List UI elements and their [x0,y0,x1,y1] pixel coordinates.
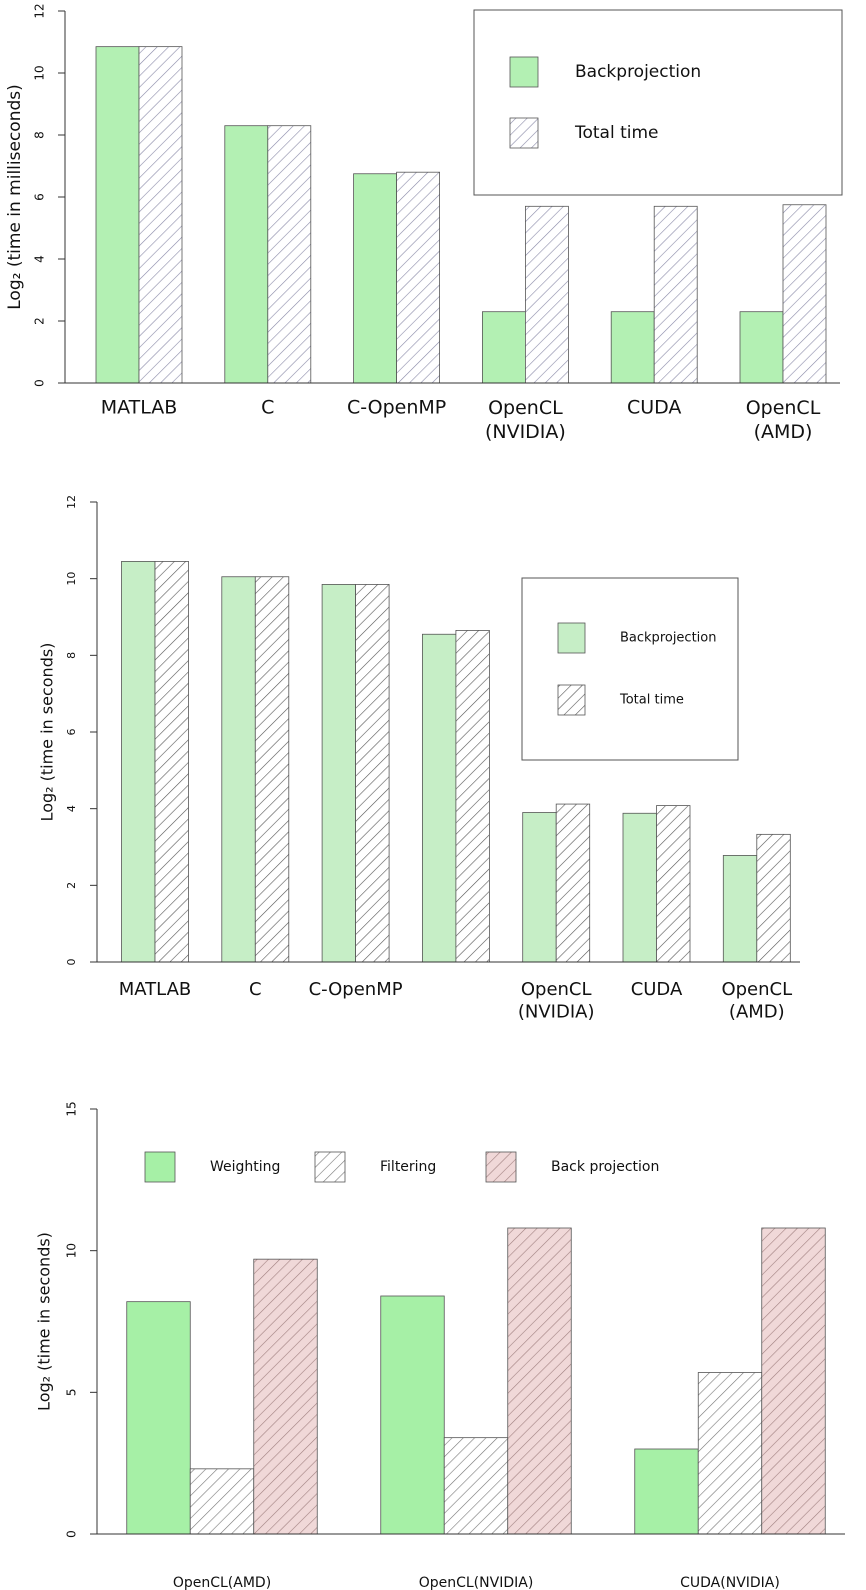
bar [121,561,156,963]
y-tick-label: 10 [65,1243,79,1258]
legend-swatch [509,117,539,149]
bar [154,561,189,963]
legend-swatch [144,1151,176,1183]
bar [380,1295,445,1535]
bar [481,311,526,384]
y-tick-label: 10 [33,65,47,80]
x-tick-label: CUDA [627,397,681,419]
bar [396,171,441,384]
bar [522,812,557,963]
y-tick-label: 12 [65,495,78,509]
bar [126,1301,191,1535]
bar [224,125,269,384]
legend-swatch [485,1151,517,1183]
bar [761,1227,826,1535]
legend-label: Weighting [210,1159,280,1175]
x-tick-label: MATLAB [101,397,178,419]
y-tick-label: 4 [65,805,78,812]
y-tick-label: 8 [65,652,78,659]
y-tick-label: 6 [65,729,78,736]
x-tick-label: C-OpenMP [347,397,446,419]
x-tick-label: OpenCL(NVIDIA) [419,1575,534,1590]
y-tick-label: 12 [33,3,47,18]
x-tick-label: C [261,397,274,419]
bar [455,630,490,963]
bar [739,311,784,384]
y-tick-label: 10 [65,572,78,586]
legend-swatch [557,622,586,654]
legend-swatch [509,56,539,88]
x-tick-label: OpenCL(AMD) [746,397,821,443]
bar [254,576,290,963]
bar [622,812,657,963]
legend-label: Backprojection [575,62,701,82]
x-tick-label: OpenCL(NVIDIA) [518,979,595,1023]
y-tick-label: 15 [65,1101,79,1116]
bar [782,204,827,384]
legend-label: Backprojection [620,631,716,646]
bar [610,311,655,384]
legend-label: Filtering [380,1159,436,1175]
y-axis-label: Log₂ (time in milliseconds) [5,84,25,310]
legend-box [473,9,843,196]
x-tick-label: C-OpenMP [309,979,403,1000]
legend-box [521,577,739,761]
y-tick-label: 0 [65,1530,79,1538]
bar [653,205,698,384]
bar [555,803,591,963]
legend-label: Total time [619,693,684,708]
y-tick-label: 5 [65,1389,79,1397]
y-tick-label: 0 [33,379,47,387]
x-tick-label: CUDA [631,979,683,1000]
legend-swatch [314,1151,346,1183]
bar [253,1258,318,1535]
bar [321,584,357,963]
bar [656,805,691,963]
x-tick-label: CUDA(NVIDIA) [680,1575,780,1590]
legend-swatch [557,684,586,716]
y-tick-label: 2 [33,317,47,325]
bar [95,46,140,384]
x-tick-label: OpenCL(AMD) [721,979,792,1023]
bar [525,205,569,384]
x-tick-label: C [249,979,262,1000]
bar [138,46,183,384]
bar [697,1372,763,1535]
y-axis-label: Log₂ (time in seconds) [35,1232,54,1411]
y-tick-label: 0 [65,959,78,966]
bar [634,1448,699,1535]
y-tick-label: 6 [33,193,47,201]
x-tick-label: OpenCL(AMD) [173,1575,271,1590]
bar [421,633,457,963]
bar [722,855,758,963]
y-axis-label: Log₂ (time in seconds) [38,643,57,822]
y-tick-label: 2 [65,882,78,889]
y-tick-label: 4 [33,255,47,263]
bar [189,1468,255,1535]
legend-label: Back projection [551,1159,659,1175]
y-tick-label: 8 [33,131,47,139]
x-tick-label: OpenCL(NVIDIA) [485,397,566,443]
bar [756,833,791,963]
bar [267,125,312,384]
bar [443,1437,509,1535]
legend-label: Total time [574,123,659,143]
bar [221,576,256,963]
bar [507,1227,572,1535]
x-tick-label: MATLAB [119,979,192,1000]
bar [353,173,398,384]
bar [355,584,390,963]
